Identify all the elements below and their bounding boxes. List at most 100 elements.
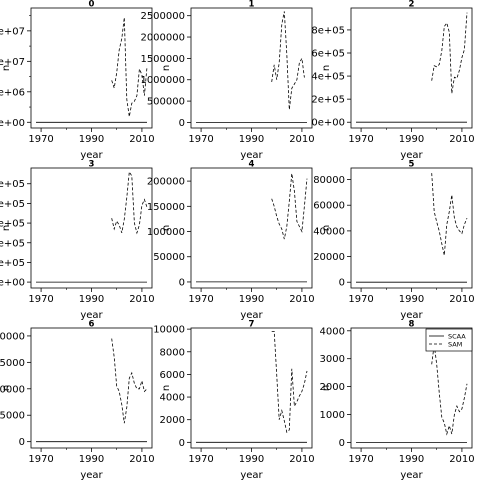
y-tick-label: 8000 — [160, 347, 185, 358]
y-tick-label: 15000 — [0, 358, 25, 369]
y-tick-label: 8e+05 — [311, 25, 345, 36]
panel-frame — [190, 7, 313, 129]
panel-frame — [190, 327, 313, 449]
x-axis-label: year — [400, 470, 423, 480]
panel-title: 0 — [89, 0, 95, 10]
y-axis-label: n — [1, 65, 12, 71]
x-tick-label: 1970 — [348, 134, 373, 145]
y-tick-label: 1e+05 — [0, 258, 25, 269]
panel-title: 2 — [409, 0, 415, 10]
y-tick-label: 6000 — [160, 370, 185, 381]
x-tick-label: 2010 — [449, 294, 474, 305]
y-axis-label: n — [161, 65, 172, 71]
x-tick-label: 2010 — [449, 134, 474, 145]
x-axis-label: year — [240, 310, 263, 321]
series-line-sam — [271, 11, 305, 110]
y-tick-label: 50000 — [153, 252, 185, 263]
panel-frame — [30, 167, 153, 289]
y-tick-label: 0e+00 — [311, 118, 345, 129]
y-tick-label: 0 — [339, 438, 345, 449]
y-axis-label: n — [321, 385, 332, 391]
x-tick-label: 2010 — [129, 454, 154, 465]
legend-label-sam: SAM — [448, 341, 462, 349]
x-tick-label: 2010 — [129, 134, 154, 145]
y-tick-label: 10000 — [153, 325, 185, 336]
panel-0: 0 1970 1990 2010 0.0e+00 8.0e+06 1.6e+07 2.4e+0… — [0, 0, 155, 161]
y-tick-label: 3e+05 — [0, 219, 25, 230]
y-tick-label: 2000 — [160, 415, 185, 426]
series-line-sam — [111, 338, 148, 424]
x-tick-label: 1970 — [188, 294, 213, 305]
x-tick-label: 1970 — [348, 454, 373, 465]
x-tick-label: 1990 — [399, 134, 424, 145]
x-tick-label: 1990 — [239, 134, 264, 145]
y-tick-label: 150000 — [147, 202, 185, 213]
y-tick-label: 20000 — [0, 331, 25, 342]
panel-title: 4 — [249, 160, 255, 170]
series-line-sam — [431, 173, 468, 256]
panel-title: 7 — [249, 320, 255, 330]
x-tick-label: 2010 — [129, 294, 154, 305]
x-axis-label: year — [240, 470, 263, 480]
y-tick-label: 5e+05 — [0, 179, 25, 190]
x-tick-label: 1970 — [188, 454, 213, 465]
x-axis-label: year — [80, 470, 103, 480]
panel-title: 1 — [249, 0, 255, 10]
panel-frame — [350, 7, 473, 129]
panel-6: 6 1970 1990 2010 0 5000 10000 15000 20000 year n — [0, 320, 155, 480]
panel-frame — [30, 327, 153, 449]
y-tick-label: 60000 — [313, 201, 345, 212]
panel-8: 8 1970 1990 2010 0 1000 2000 3000 4000 year n SCAAS… — [320, 320, 475, 480]
y-tick-label: 2000000 — [140, 33, 185, 44]
x-axis-label: year — [400, 150, 423, 161]
legend-label-scaa: SCAA — [448, 333, 466, 341]
series-line-sam — [431, 344, 468, 436]
x-tick-label: 1970 — [28, 134, 53, 145]
y-tick-label: 0 — [179, 438, 185, 449]
legend-box — [425, 328, 473, 352]
y-tick-label: 2e+05 — [0, 238, 25, 249]
y-tick-label: 2e+05 — [311, 95, 345, 106]
y-axis-label: n — [1, 385, 12, 391]
y-tick-label: 2.4e+07 — [0, 26, 25, 37]
y-tick-label: 40000 — [313, 226, 345, 237]
series-line-sam — [271, 330, 308, 433]
x-tick-label: 1990 — [399, 294, 424, 305]
panel-frame — [350, 167, 473, 289]
panel-frame — [30, 7, 153, 129]
x-tick-label: 1990 — [239, 454, 264, 465]
y-tick-label: 0e+00 — [0, 278, 25, 289]
y-tick-label: 2000 — [320, 382, 345, 393]
x-tick-label: 1990 — [79, 454, 104, 465]
x-tick-label: 1990 — [239, 294, 264, 305]
series-line-sam — [271, 173, 308, 240]
panel-5: 5 1970 1990 2010 0 20000 40000 60000 80000 year n — [313, 160, 474, 322]
panel-title: 6 — [89, 320, 95, 330]
y-tick-label: 500000 — [147, 97, 185, 108]
y-tick-label: 5000 — [0, 411, 25, 422]
x-axis-label: year — [400, 310, 423, 321]
panel-4: 4 1970 1990 2010 0 50000 100000 150000 200000 yea… — [147, 160, 315, 322]
y-tick-label: 80000 — [313, 175, 345, 186]
y-axis-label: n — [321, 65, 332, 71]
y-tick-label: 4e+05 — [311, 72, 345, 83]
y-tick-label: 3000 — [320, 354, 345, 365]
series-line-sam — [111, 170, 148, 235]
panel-3: 3 1970 1990 2010 0e+00 1e+05 2e+05 3e+05 4e+05 5e… — [0, 160, 155, 322]
y-tick-label: 100000 — [147, 227, 185, 238]
panel-7: 7 1970 1990 2010 0 2000 4000 6000 8000 10000 year n — [153, 320, 314, 480]
x-tick-label: 1970 — [28, 294, 53, 305]
x-tick-label: 2010 — [289, 134, 314, 145]
y-tick-label: 0 — [179, 277, 185, 288]
y-tick-label: 4000 — [160, 393, 185, 404]
y-tick-label: 2500000 — [140, 11, 185, 22]
x-tick-label: 1990 — [79, 294, 104, 305]
series-line-sam — [431, 12, 468, 94]
panel-title: 8 — [409, 320, 415, 330]
y-tick-label: 20000 — [313, 252, 345, 263]
x-tick-label: 2010 — [449, 454, 474, 465]
panel-title: 5 — [409, 160, 415, 170]
x-tick-label: 1970 — [348, 294, 373, 305]
